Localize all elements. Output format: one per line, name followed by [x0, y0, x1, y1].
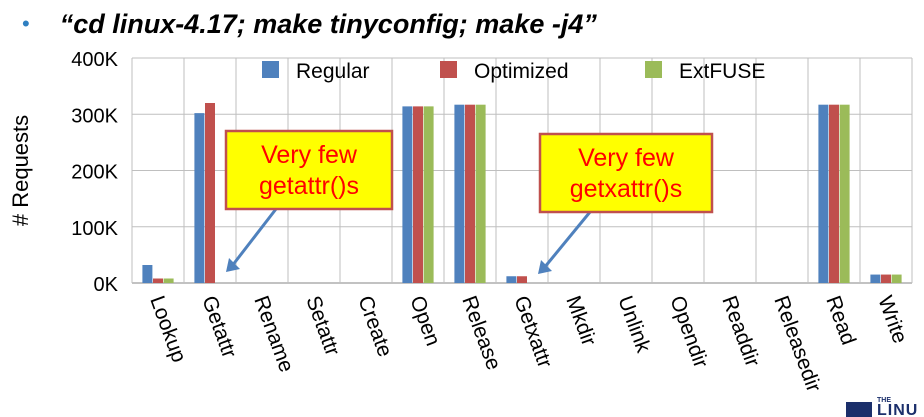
headline-text: “cd linux-4.17; make tinyconfig; make -j… [59, 8, 597, 39]
x-tick-label: Write [873, 293, 911, 347]
bar-optimized [881, 274, 891, 283]
linux-foundation-logo: THE LINU [846, 396, 924, 417]
annotation-arrow-head [226, 258, 240, 272]
y-tick-label: 200K [71, 162, 118, 184]
legend-swatch-extfuse [645, 61, 662, 78]
x-tick-label: Releasedir [769, 293, 825, 395]
x-tick-label: Setattr [301, 293, 344, 359]
annotation-box [224, 129, 394, 211]
x-tick-label: Getxattr [509, 293, 556, 371]
annotation-text: Very few [261, 141, 358, 169]
x-tick-label: Read [821, 293, 860, 348]
bar-regular [506, 276, 517, 283]
x-tick-label: Lookup [145, 293, 190, 366]
y-tick-label: 0K [94, 274, 119, 296]
bar-optimized [413, 106, 423, 283]
headline: • “cd linux-4.17; make tinyconfig; make … [22, 2, 597, 46]
x-tick-label: Getattr [197, 293, 241, 361]
x-tick-label: Mkdir [561, 293, 600, 349]
x-tick-label: Create [353, 293, 396, 360]
bar-optimized [829, 104, 839, 283]
bullet-icon: • [22, 11, 30, 36]
x-tick-label: Open [405, 293, 444, 349]
logo-small-text: THE [877, 397, 891, 404]
x-tick-label: Rename [249, 293, 298, 375]
bar-regular [818, 104, 829, 283]
annotation-arrow-line [542, 211, 592, 269]
bar-optimized [465, 104, 475, 283]
y-tick-label: 300K [71, 105, 118, 127]
y-axis-label: # Requests [8, 115, 33, 226]
bar-regular [142, 265, 153, 283]
annotation-text: Very few [578, 144, 675, 172]
legend-label-extfuse: ExtFUSE [679, 60, 765, 83]
bar-extfuse [839, 104, 850, 283]
legend-swatch-regular [262, 61, 279, 78]
bar-extfuse [891, 274, 902, 283]
bar-regular [454, 104, 465, 283]
legend-swatch-optimized [440, 61, 457, 78]
annotation-arrow-line [230, 208, 278, 267]
x-tick-label: Unlink [613, 293, 655, 356]
logo-mark [846, 402, 872, 417]
bar-extfuse [163, 278, 174, 283]
annotation-box [538, 132, 714, 214]
y-tick-label: 100K [71, 218, 118, 240]
legend-label-optimized: Optimized [474, 60, 569, 83]
logo-word: LINU [877, 402, 919, 417]
bar-regular [402, 106, 413, 283]
annotation-arrow-head [538, 260, 552, 274]
y-tick-label: 400K [71, 49, 118, 71]
x-tick-label: Release [457, 293, 505, 373]
bar-optimized [205, 103, 215, 283]
x-tick-label: Opendir [665, 293, 712, 371]
bar-optimized [153, 278, 163, 283]
annotation-text: getxattr()s [570, 175, 683, 203]
bar-extfuse [423, 106, 434, 283]
bar-regular [870, 274, 881, 283]
bar-regular [194, 113, 205, 283]
annotation-text: getattr()s [259, 172, 359, 200]
legend-label-regular: Regular [296, 60, 370, 83]
bar-optimized [517, 276, 527, 283]
x-tick-label: Readdir [717, 293, 764, 370]
bar-extfuse [475, 104, 486, 283]
